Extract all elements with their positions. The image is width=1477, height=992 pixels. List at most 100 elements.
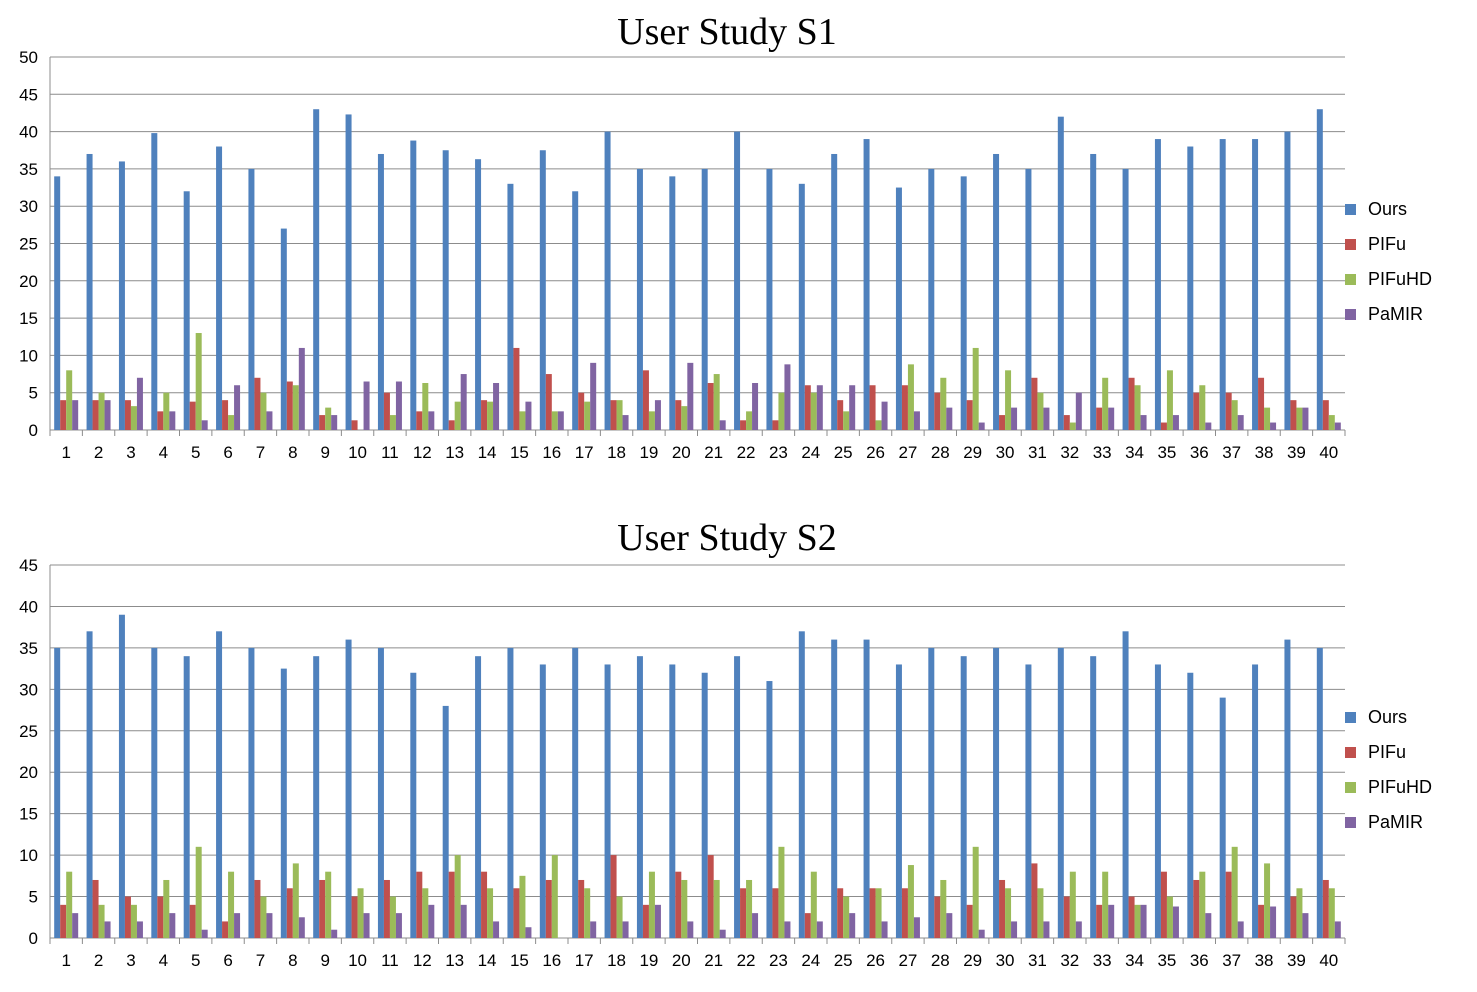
bar-pifuhd-11 <box>389 415 396 430</box>
bar-ours-26 <box>863 139 870 430</box>
bar-pamir-36 <box>1205 913 1212 938</box>
bar-ours-21 <box>701 168 708 430</box>
bar-ours-37 <box>1219 139 1226 430</box>
bar-pamir-34 <box>1140 904 1147 938</box>
bar-pamir-30 <box>1011 921 1018 938</box>
bar-ours-17 <box>572 191 579 430</box>
x-tick-label: 19 <box>639 951 658 970</box>
bar-pifuhd-7 <box>260 392 267 430</box>
bar-pifu-1 <box>60 904 67 938</box>
bar-pamir-23 <box>784 364 791 430</box>
bar-ours-3 <box>118 161 125 430</box>
x-tick-label: 33 <box>1093 951 1112 970</box>
x-tick-label: 15 <box>510 951 529 970</box>
bar-pifuhd-3 <box>130 406 137 430</box>
bar-ours-24 <box>798 183 805 430</box>
bar-ours-24 <box>798 631 805 938</box>
bar-pifuhd-25 <box>843 411 850 430</box>
bar-pamir-25 <box>849 913 856 938</box>
legend-label-pifuhd: PIFuHD <box>1368 269 1432 289</box>
bar-pifuhd-38 <box>1264 863 1271 938</box>
bar-pamir-27 <box>913 411 920 430</box>
bar-pifuhd-27 <box>907 865 914 938</box>
bar-ours-38 <box>1252 664 1259 938</box>
x-tick-label: 27 <box>898 951 917 970</box>
x-tick-label: 18 <box>607 951 626 970</box>
chart-title: User Study S1 <box>617 11 837 53</box>
bar-pifu-26 <box>869 888 876 938</box>
bar-pifu-31 <box>1031 863 1038 938</box>
bar-pamir-35 <box>1172 906 1179 938</box>
x-tick-label: 6 <box>223 443 232 462</box>
bar-ours-4 <box>151 647 158 938</box>
bar-ours-2 <box>86 631 93 938</box>
bar-pifuhd-20 <box>681 406 688 430</box>
bar-pamir-34 <box>1140 415 1147 430</box>
bar-pifu-10 <box>351 896 358 938</box>
bar-pamir-40 <box>1334 921 1341 938</box>
bar-pifuhd-8 <box>292 863 299 938</box>
legend-label-pamir: PaMIR <box>1368 812 1423 832</box>
bar-pifu-11 <box>383 392 390 430</box>
bar-pamir-6 <box>234 385 241 430</box>
bar-pifu-12 <box>416 411 423 430</box>
bar-ours-31 <box>1025 664 1032 938</box>
bar-pifuhd-11 <box>389 896 396 938</box>
bar-ours-8 <box>280 668 287 938</box>
x-tick-label: 27 <box>898 443 917 462</box>
bar-ours-39 <box>1284 639 1291 938</box>
bar-ours-30 <box>993 647 1000 938</box>
bar-pifuhd-33 <box>1102 871 1109 938</box>
bar-pifuhd-29 <box>972 846 979 938</box>
bar-pifuhd-15 <box>519 411 526 430</box>
bar-ours-23 <box>766 168 773 430</box>
bar-pamir-15 <box>525 927 532 938</box>
bar-ours-40 <box>1316 647 1323 938</box>
bar-pamir-12 <box>428 904 435 938</box>
bar-pamir-25 <box>849 385 856 430</box>
bar-pifu-6 <box>222 921 229 938</box>
bar-pifuhd-31 <box>1037 888 1044 938</box>
bar-pamir-38 <box>1270 422 1277 430</box>
bar-pifuhd-3 <box>130 904 137 938</box>
bar-pifu-19 <box>642 904 649 938</box>
bar-pifu-38 <box>1258 377 1265 430</box>
bar-pifuhd-24 <box>810 871 817 938</box>
bar-pifuhd-22 <box>746 411 753 430</box>
bar-pamir-1 <box>72 913 79 938</box>
bar-pamir-33 <box>1108 904 1115 938</box>
x-tick-label: 7 <box>256 951 265 970</box>
chart-user-study-s1: User Study S1 0 5 10 15 20 25 30 35 40 45 50 1 2 3 4 5 6 7… <box>0 0 1477 492</box>
bar-pifu-23 <box>772 420 779 430</box>
bar-ours-13 <box>442 705 449 938</box>
bar-pifuhd-14 <box>487 401 494 430</box>
bar-pifuhd-2 <box>98 904 105 938</box>
bar-ours-28 <box>928 168 935 430</box>
bar-pamir-23 <box>784 921 791 938</box>
bar-pamir-17 <box>590 921 597 938</box>
y-tick-label: 45 <box>19 85 38 104</box>
bar-ours-18 <box>604 664 611 938</box>
bar-ours-27 <box>895 187 902 430</box>
bar-pifu-34 <box>1128 377 1135 430</box>
bar-pifu-16 <box>545 374 552 430</box>
bar-pifu-22 <box>740 888 747 938</box>
bar-ours-5 <box>183 191 190 430</box>
x-tick-label: 35 <box>1157 443 1176 462</box>
y-tick-label: 10 <box>19 346 38 365</box>
bar-pifu-24 <box>804 385 811 430</box>
bar-pifuhd-28 <box>940 377 947 430</box>
bar-pifuhd-14 <box>487 888 494 938</box>
bar-pamir-37 <box>1237 415 1244 430</box>
bar-pifu-7 <box>254 879 261 938</box>
bar-pifu-26 <box>869 385 876 430</box>
bar-pifuhd-8 <box>292 385 299 430</box>
bar-pifuhd-1 <box>66 871 73 938</box>
legend-swatch-pamir <box>1345 309 1356 320</box>
bar-pamir-18 <box>622 415 629 430</box>
bar-pifu-35 <box>1160 871 1167 938</box>
bar-ours-6 <box>216 631 223 938</box>
x-tick-label: 31 <box>1028 443 1047 462</box>
bar-pifu-4 <box>157 411 164 430</box>
bar-pifu-15 <box>513 347 520 430</box>
